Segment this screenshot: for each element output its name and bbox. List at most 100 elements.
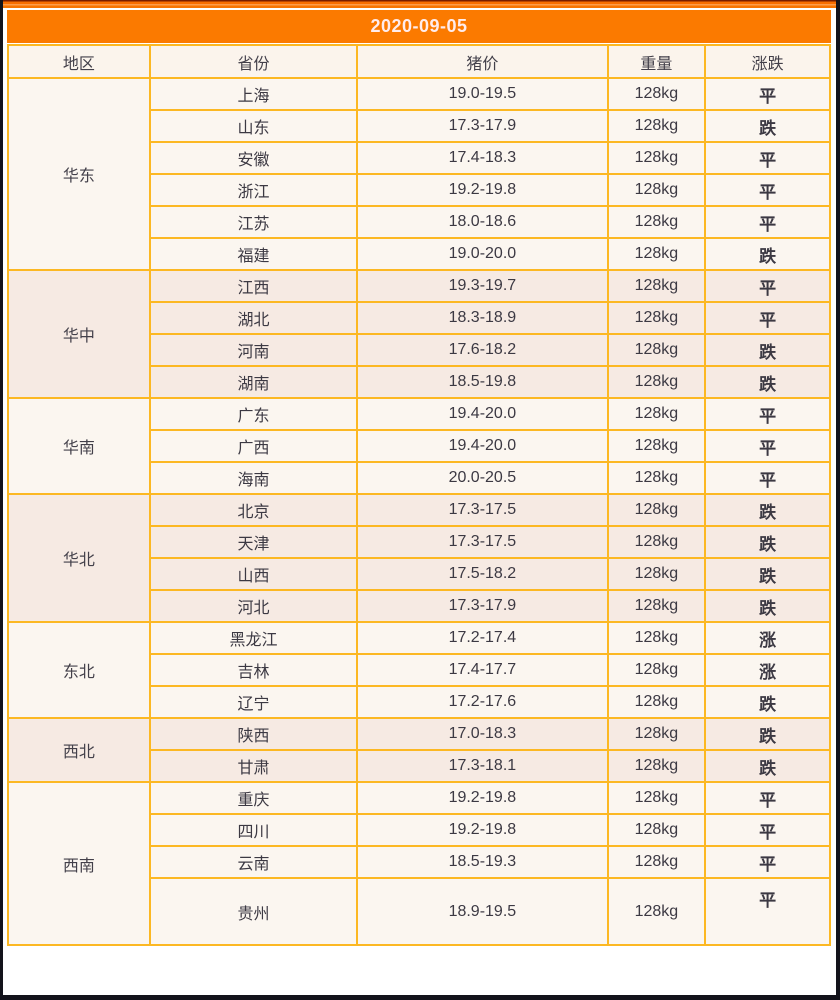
price-cell: 17.3-18.1 (356, 749, 609, 783)
table-row: 安徽 17.4-18.3 128kg 平 (8, 141, 831, 175)
table-row: 甘肃 17.3-18.1 128kg 跌 (8, 749, 831, 783)
province-cell: 四川 (148, 813, 359, 847)
province-cell: 辽宁 (148, 685, 359, 719)
province-cell: 天津 (148, 525, 359, 559)
table-row: 贵州 18.9-19.5 128kg 平 (8, 877, 831, 946)
weight-cell: 128kg (606, 397, 707, 431)
weight-cell: 128kg (606, 301, 707, 335)
change-cell: 跌 (704, 333, 831, 367)
table-row: 福建 19.0-20.0 128kg 跌 (8, 237, 831, 271)
table-row: 华北 北京 17.3-17.5 128kg 跌 (7, 493, 831, 623)
province-cell: 广东 (148, 397, 359, 431)
price-cell: 18.5-19.3 (356, 845, 609, 879)
change-cell: 平 (704, 813, 831, 847)
change-cell: 平 (704, 77, 831, 111)
price-cell: 19.2-19.8 (356, 813, 609, 847)
province-cell: 河北 (148, 589, 359, 623)
change-cell: 跌 (704, 749, 831, 783)
weight-cell: 128kg (606, 109, 707, 143)
table-row: 河北 17.3-17.9 128kg 跌 (8, 589, 831, 623)
province-cell: 贵州 (148, 877, 359, 946)
weight-cell: 128kg (606, 877, 707, 946)
price-cell: 17.3-17.5 (356, 525, 609, 559)
province-cell: 甘肃 (148, 749, 359, 783)
change-cell: 涨 (704, 621, 831, 655)
province-cell: 黑龙江 (148, 621, 359, 655)
price-cell: 19.2-19.8 (356, 173, 609, 207)
weight-cell: 128kg (606, 621, 707, 655)
header-row: 地区 省份 猪价 重量 涨跌 (7, 44, 831, 79)
price-cell: 17.4-18.3 (356, 141, 609, 175)
change-cell: 平 (704, 877, 831, 946)
weight-cell: 128kg (606, 237, 707, 271)
change-cell: 平 (704, 845, 831, 879)
price-cell: 19.0-19.5 (356, 77, 609, 111)
province-cell: 重庆 (148, 781, 359, 815)
table-row: 华中 江西 19.3-19.7 128kg 平 (7, 269, 831, 399)
table-row: 西南 重庆 19.2-19.8 128kg 平 (7, 781, 831, 946)
change-cell: 涨 (704, 653, 831, 687)
table-row: 湖南 18.5-19.8 128kg 跌 (8, 365, 831, 399)
change-cell: 跌 (704, 109, 831, 143)
change-cell: 平 (704, 429, 831, 463)
province-cell: 安徽 (148, 141, 359, 175)
table-row: 山东 17.3-17.9 128kg 跌 (8, 109, 831, 143)
table-row: 天津 17.3-17.5 128kg 跌 (8, 525, 831, 559)
table-row: 湖北 18.3-18.9 128kg 平 (8, 301, 831, 335)
price-cell: 19.2-19.8 (356, 781, 609, 815)
price-cell: 19.3-19.7 (356, 269, 609, 303)
change-cell: 平 (704, 173, 831, 207)
weight-cell: 128kg (606, 749, 707, 783)
weight-cell: 128kg (606, 685, 707, 719)
column-header-region: 地区 (7, 44, 151, 79)
date-title-bar: 2020-09-05 (7, 10, 831, 43)
weight-cell: 128kg (606, 77, 707, 111)
region-cell: 华南 (7, 397, 151, 495)
price-cell: 17.2-17.4 (356, 621, 609, 655)
price-cell: 17.5-18.2 (356, 557, 609, 591)
price-cell: 19.0-20.0 (356, 237, 609, 271)
region-cell: 东北 (7, 621, 151, 719)
change-cell: 平 (704, 461, 831, 495)
weight-cell: 128kg (606, 653, 707, 687)
weight-cell: 128kg (606, 205, 707, 239)
province-cell: 北京 (148, 493, 359, 527)
weight-cell: 128kg (606, 429, 707, 463)
province-cell: 云南 (148, 845, 359, 879)
change-cell: 跌 (704, 365, 831, 399)
region-cell: 西北 (7, 717, 151, 783)
province-cell: 江西 (148, 269, 359, 303)
weight-cell: 128kg (606, 173, 707, 207)
change-cell: 平 (704, 781, 831, 815)
weight-cell: 128kg (606, 493, 707, 527)
price-cell: 17.6-18.2 (356, 333, 609, 367)
province-cell: 河南 (148, 333, 359, 367)
price-cell: 17.3-17.5 (356, 493, 609, 527)
province-cell: 福建 (148, 237, 359, 271)
province-cell: 广西 (148, 429, 359, 463)
weight-cell: 128kg (606, 717, 707, 751)
change-cell: 跌 (704, 237, 831, 271)
price-cell: 19.4-20.0 (356, 397, 609, 431)
weight-cell: 128kg (606, 781, 707, 815)
weight-cell: 128kg (606, 525, 707, 559)
price-cell: 19.4-20.0 (356, 429, 609, 463)
pig-price-table: 地区 省份 猪价 重量 涨跌 华东 上海 19.0-19.5 128kg 平山东 17.3… (7, 44, 831, 946)
weight-cell: 128kg (606, 461, 707, 495)
change-cell: 平 (704, 141, 831, 175)
change-cell: 跌 (704, 493, 831, 527)
change-cell: 平 (704, 301, 831, 335)
column-header-price: 猪价 (356, 44, 609, 79)
table-row: 吉林 17.4-17.7 128kg 涨 (8, 653, 831, 687)
weight-cell: 128kg (606, 589, 707, 623)
price-cell: 20.0-20.5 (356, 461, 609, 495)
province-cell: 浙江 (148, 173, 359, 207)
price-cell: 18.0-18.6 (356, 205, 609, 239)
weight-cell: 128kg (606, 557, 707, 591)
change-cell: 平 (704, 397, 831, 431)
province-cell: 江苏 (148, 205, 359, 239)
column-header-weight: 重量 (606, 44, 707, 79)
province-cell: 山西 (148, 557, 359, 591)
province-cell: 陕西 (148, 717, 359, 751)
